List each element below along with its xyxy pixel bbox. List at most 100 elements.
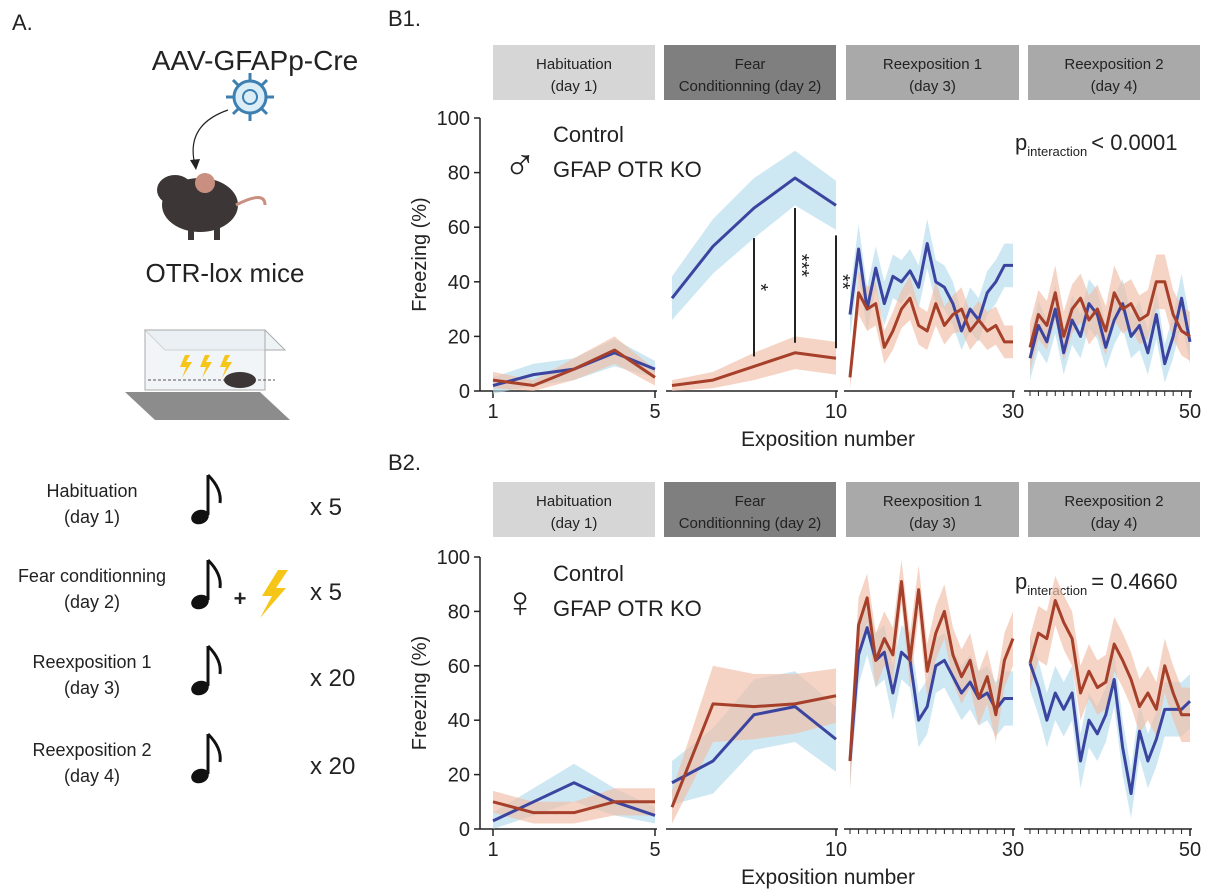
phase-header	[493, 482, 655, 537]
protocol-phase: Fear conditionning	[18, 566, 166, 586]
mice-label: OTR-lox mice	[146, 258, 305, 288]
p-symbol: p	[1015, 130, 1027, 155]
panel-label: B2.	[388, 450, 421, 475]
cage-icon	[125, 329, 290, 420]
phase-label: (day 1)	[551, 515, 598, 532]
note-flag	[206, 732, 222, 763]
x-tick-label: 10	[825, 839, 847, 861]
x-tick-label: 30	[1002, 839, 1024, 861]
phase-header	[664, 482, 836, 537]
panel-label: A.	[12, 10, 33, 35]
note-flag	[206, 558, 222, 589]
vector-label: AAV-GFAPp-Cre	[152, 45, 358, 76]
error-band	[672, 150, 836, 321]
x-axis-label: Exposition number	[741, 866, 915, 889]
phase-header	[1028, 482, 1200, 537]
significance-label: ***	[790, 254, 812, 278]
phase-label: Habituation	[536, 56, 612, 73]
legend-label: GFAP OTR KO	[553, 157, 702, 182]
x-tick-label: 1	[487, 401, 498, 423]
phase-label: Fear	[735, 493, 766, 510]
protocol-phase: (day 3)	[64, 678, 120, 698]
series-line	[670, 176, 837, 300]
y-axis-label: Freezing (%)	[409, 197, 431, 311]
phase-label: Reexposition 2	[1064, 493, 1163, 510]
protocol-phase: Habituation	[46, 481, 137, 501]
significance-label: *	[749, 283, 771, 291]
phase-label: Habituation	[536, 493, 612, 510]
protocol: Habituation (day 1) x 5 Fear conditionning (…	[18, 473, 355, 786]
y-tick-label: 0	[459, 381, 470, 403]
phase-header	[846, 45, 1019, 100]
x-axis-label: Exposition number	[741, 428, 915, 451]
p-annotation: pinteraction < 0.0001	[1015, 130, 1177, 159]
p-value: = 0.4660	[1091, 569, 1177, 594]
phase-label: (day 3)	[909, 78, 956, 95]
phase-header	[1028, 45, 1200, 100]
x-tick-label: 50	[1179, 839, 1201, 861]
legend-label: Control	[553, 122, 624, 147]
y-tick-label: 60	[448, 656, 470, 678]
p-subscript: interaction	[1027, 144, 1087, 159]
x-tick-label: 10	[825, 401, 847, 423]
y-tick-label: 100	[437, 547, 470, 569]
phase-label: Reexposition 2	[1064, 56, 1163, 73]
note-icon	[191, 509, 209, 525]
y-tick-label: 100	[437, 108, 470, 130]
error-band	[850, 270, 1013, 389]
phase-label: (day 3)	[909, 515, 956, 532]
panel-a: A. AAV-GFAPp-Cre OTR-lox mice	[12, 10, 358, 786]
note-icon	[191, 680, 209, 696]
protocol-count: x 20	[310, 665, 355, 692]
x-tick-label: 50	[1179, 401, 1201, 423]
legend-label: Control	[553, 561, 624, 586]
series-line	[670, 694, 837, 808]
x-tick-label: 30	[1002, 401, 1024, 423]
series-line	[492, 348, 656, 388]
phase-label: Reexposition 1	[883, 56, 982, 73]
note-flag	[206, 644, 222, 675]
series-line	[492, 800, 655, 815]
phase-header	[493, 45, 655, 100]
phase-label: Reexposition 1	[883, 493, 982, 510]
series-line	[848, 579, 1015, 762]
sex-symbol: ♀	[504, 578, 537, 627]
significance-label: **	[831, 274, 853, 290]
p-value: < 0.0001	[1091, 130, 1177, 155]
series-line	[848, 291, 1013, 378]
y-tick-label: 60	[448, 217, 470, 239]
protocol-phase: (day 1)	[64, 507, 120, 527]
error-band	[493, 788, 655, 824]
y-axis-label: Freezing (%)	[409, 636, 431, 750]
phase-label: (day 4)	[1091, 515, 1138, 532]
error-band	[1030, 635, 1190, 819]
error-band	[850, 559, 1013, 789]
protocol-phase: (day 2)	[64, 592, 120, 612]
sex-symbol: ♂	[504, 139, 537, 188]
error-band	[672, 336, 836, 391]
protocol-phase: Reexposition 2	[32, 740, 151, 760]
error-band	[850, 600, 1013, 789]
series-line	[671, 351, 837, 388]
phase-label: (day 1)	[551, 78, 598, 95]
y-tick-label: 20	[448, 326, 470, 348]
lightning-icon	[260, 570, 288, 618]
mouse-icon	[157, 173, 267, 240]
virus-icon	[226, 73, 274, 121]
protocol-count: x 5	[310, 494, 342, 521]
y-tick-label: 80	[448, 601, 470, 623]
series-line	[1028, 599, 1190, 717]
panel-label: B1.	[388, 6, 421, 31]
phase-label: (day 4)	[1091, 78, 1138, 95]
series-line	[848, 242, 1013, 333]
x-tick-label: 5	[649, 401, 660, 423]
series-line	[1028, 296, 1192, 366]
phase-header	[664, 45, 836, 100]
note-icon	[191, 594, 209, 610]
note-icon	[191, 768, 209, 784]
note-flag	[206, 473, 222, 504]
series-line	[1028, 662, 1192, 796]
x-tick-label: 1	[487, 839, 498, 861]
p-annotation: pinteraction= 0.4660	[1015, 569, 1177, 598]
